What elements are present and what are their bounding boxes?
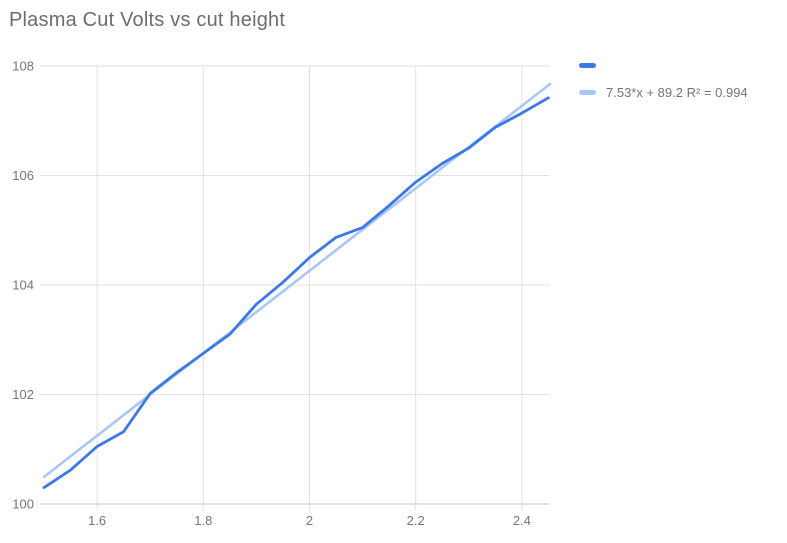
legend-item-series (579, 58, 748, 73)
legend-item-trendline: 7.53*x + 89.2 R² = 0.994 (579, 85, 748, 100)
x-tick-label-2: 2 (306, 513, 313, 528)
x-tick-label-1.8: 1.8 (194, 513, 212, 528)
legend-label-trendline: 7.53*x + 89.2 R² = 0.994 (606, 85, 748, 100)
legend-swatch-trendline-icon (579, 90, 596, 95)
chart-title: Plasma Cut Volts vs cut height (9, 9, 286, 31)
x-tick-label-2.4: 2.4 (513, 513, 531, 528)
legend-swatch-series-icon (579, 63, 596, 68)
y-tick-label-108: 108 (12, 59, 34, 74)
x-tick-label-1.6: 1.6 (88, 513, 106, 528)
legend: 7.53*x + 89.2 R² = 0.994 (579, 58, 748, 100)
y-tick-label-106: 106 (12, 168, 34, 183)
x-tick-label-2.2: 2.2 (407, 513, 425, 528)
series-line-path (42, 96, 550, 490)
y-tick-label-102: 102 (12, 387, 34, 402)
y-tick-label-104: 104 (12, 278, 34, 293)
y-tick-label-100: 100 (12, 497, 34, 512)
